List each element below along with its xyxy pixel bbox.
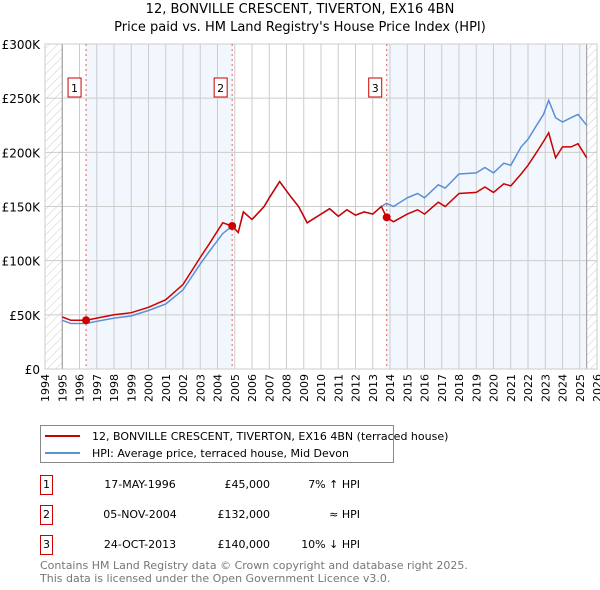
transaction-num: 1	[40, 475, 53, 495]
y-tick-label: £300K	[2, 38, 42, 52]
transaction-hpi: 7% ↑ HPI	[308, 478, 360, 491]
x-tick-label: 1998	[108, 374, 121, 402]
x-tick-label: 2002	[177, 374, 190, 402]
y-tick-label: £100K	[2, 255, 42, 269]
transaction-date: 24-OCT-2013	[103, 538, 177, 551]
x-tick-label: 2008	[281, 374, 294, 402]
transaction-num: 2	[40, 505, 53, 525]
x-tick-label: 2005	[229, 374, 242, 402]
legend-swatch-property	[45, 435, 80, 437]
x-tick-label: 2026	[591, 374, 600, 402]
x-tick-label: 2016	[419, 374, 432, 402]
x-tick-label: 2000	[143, 374, 156, 402]
x-tick-label: 1994	[39, 374, 52, 402]
sale-label-box	[67, 77, 82, 98]
transaction-hpi: 10% ↓ HPI	[301, 538, 360, 551]
y-tick-label: £250K	[2, 92, 42, 106]
y-tick-label: £200K	[2, 146, 42, 160]
x-tick-label: 2025	[574, 374, 587, 402]
footer-copyright: Contains HM Land Registry data © Crown c…	[40, 559, 468, 572]
transaction-row: 1 17-MAY-1996 £45,000 7% ↑ HPI	[40, 475, 380, 495]
sale-point	[228, 222, 237, 230]
x-tick-label: 2022	[522, 374, 535, 402]
x-tick-label: 2014	[384, 374, 397, 402]
sale-label-box	[368, 77, 383, 98]
x-tick-label: 2015	[401, 374, 414, 402]
chart-title: 12, BONVILLE CRESCENT, TIVERTON, EX16 4B…	[145, 2, 455, 17]
chart-subtitle: Price paid vs. HM Land Registry's House …	[114, 20, 486, 35]
x-tick-label: 2021	[505, 374, 518, 402]
sale-label: 2	[217, 82, 224, 95]
x-tick-label: 2003	[194, 374, 207, 402]
x-tick-label: 2004	[212, 374, 225, 402]
x-tick-label: 2013	[367, 374, 380, 402]
x-tick-label: 2023	[539, 374, 552, 402]
sale-point	[382, 213, 391, 222]
x-tick-label: 2009	[298, 374, 311, 402]
transaction-date: 05-NOV-2004	[103, 508, 177, 521]
transaction-date: 17-MAY-1996	[104, 478, 176, 491]
plot-border	[44, 43, 598, 370]
x-tick-label: 1999	[125, 374, 138, 402]
x-tick-label: 2007	[263, 374, 276, 402]
x-tick-label: 2020	[488, 374, 501, 402]
y-tick-label: £0	[25, 363, 40, 377]
footer-licence: This data is licensed under the Open Gov…	[40, 572, 391, 585]
x-tick-label: 1995	[56, 374, 69, 402]
price-chart: 1994 1995 1996 1997 1998 1999 2000 2001 2002 2003…	[2, 38, 600, 402]
legend: 12, BONVILLE CRESCENT, TIVERTON, EX16 4B…	[40, 425, 448, 463]
x-tick-label: 2006	[246, 374, 259, 402]
legend-swatch-hpi	[45, 452, 80, 454]
x-tick-label: 2012	[350, 374, 363, 402]
transaction-hpi: ≈ HPI	[329, 508, 360, 521]
x-tick-label: 2024	[557, 374, 570, 402]
x-tick-label: 1996	[74, 374, 87, 402]
legend-hpi: HPI: Average price, terraced house, Mid …	[92, 446, 349, 460]
transaction-price: £132,000	[217, 508, 271, 521]
y-tick-label: £150K	[2, 201, 42, 215]
transaction-price: £140,000	[217, 538, 271, 551]
sale-label-box	[213, 77, 228, 98]
x-tick-label: 2001	[160, 374, 173, 402]
property-line	[62, 130, 588, 322]
x-tick-label: 2019	[470, 374, 483, 402]
x-tick-label: 2010	[315, 374, 328, 402]
transaction-price: £45,000	[224, 478, 271, 491]
sale-point	[82, 316, 91, 325]
sale-label: 3	[372, 82, 379, 95]
x-tick-label: 2017	[436, 374, 449, 402]
transaction-row: 3 24-OCT-2013 £140,000 10% ↓ HPI	[40, 535, 380, 555]
x-tick-label: 1997	[91, 374, 104, 402]
legend-property: 12, BONVILLE CRESCENT, TIVERTON, EX16 4B…	[92, 429, 449, 443]
sale-label: 1	[71, 82, 78, 95]
transaction-num: 3	[40, 535, 53, 555]
y-tick-label: £50K	[9, 309, 41, 323]
transaction-row: 2 05-NOV-2004 £132,000 ≈ HPI	[40, 505, 380, 525]
x-tick-label: 2011	[332, 374, 345, 402]
x-tick-label: 2018	[453, 374, 466, 402]
